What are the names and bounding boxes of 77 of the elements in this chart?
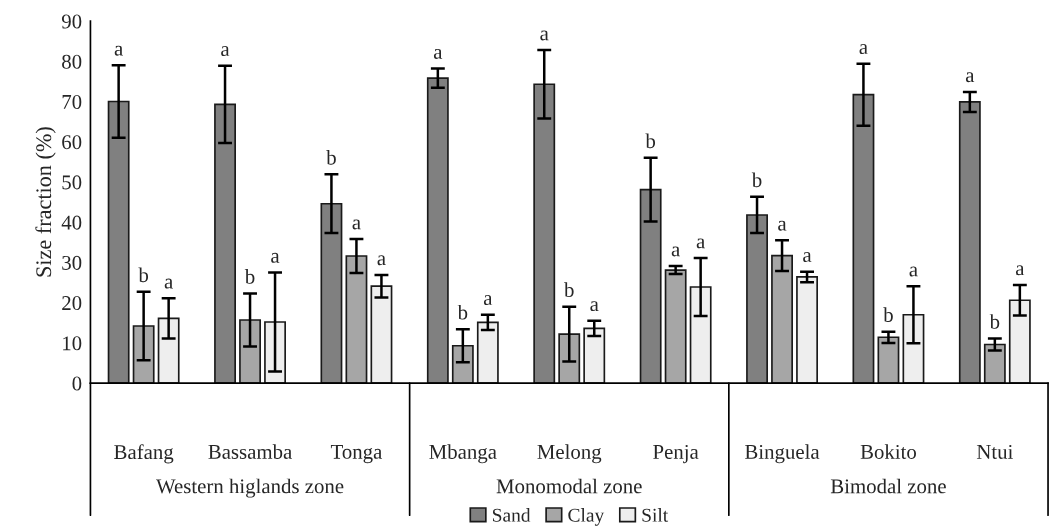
data-label: b xyxy=(564,282,574,298)
y-tick-label: 50 xyxy=(62,175,82,190)
bar xyxy=(345,255,368,384)
text: Western higlands zone xyxy=(156,478,344,498)
x-tick-label: Mbanga xyxy=(429,444,497,464)
bar xyxy=(157,317,180,384)
bar xyxy=(370,285,393,384)
x-tick-label: Bassamba xyxy=(208,444,292,459)
data-label: a xyxy=(803,252,812,263)
y-tick-label: 90 xyxy=(61,14,82,29)
text: Bimodal zone xyxy=(830,478,946,494)
y-tick-label: 30 xyxy=(62,255,82,270)
bar xyxy=(214,103,236,384)
bar xyxy=(639,188,662,384)
data-label: b xyxy=(457,304,468,320)
y-tick-label: 80 xyxy=(62,54,82,69)
data-label: a xyxy=(671,246,680,257)
bar xyxy=(746,214,768,384)
legend-label: Sand xyxy=(492,508,531,522)
text: Monomodal zone xyxy=(496,478,642,494)
bar xyxy=(689,286,712,384)
x-tick-label: Penja xyxy=(653,444,699,464)
data-label: a xyxy=(221,46,230,57)
data-label: b xyxy=(645,133,656,149)
bar xyxy=(958,101,981,384)
data-label: b xyxy=(989,314,1000,329)
data-label: a xyxy=(965,72,975,83)
data-label: a xyxy=(164,278,173,289)
data-label: b xyxy=(883,307,893,322)
bar xyxy=(533,83,556,384)
bar xyxy=(796,276,818,384)
data-label: a xyxy=(696,238,705,249)
bar xyxy=(664,269,687,384)
bar xyxy=(107,100,130,384)
bar xyxy=(983,343,1006,384)
bar xyxy=(852,93,875,384)
bar xyxy=(902,313,925,384)
data-label: a xyxy=(778,220,787,231)
x-tick-label: Binguela xyxy=(745,444,820,464)
data-label: a xyxy=(859,44,868,55)
data-label: a xyxy=(352,219,361,230)
bar xyxy=(1008,299,1031,384)
bar xyxy=(877,336,900,384)
data-label: a xyxy=(114,45,123,56)
bar xyxy=(476,321,499,384)
x-tick-label: Melong xyxy=(537,444,602,464)
data-label: a xyxy=(433,48,443,59)
bar xyxy=(583,327,606,384)
data-label: a xyxy=(483,295,493,306)
data-label: a xyxy=(540,30,549,41)
y-tick-label: 0 xyxy=(72,376,82,391)
data-label: b xyxy=(326,150,336,165)
x-tick-label: Tonga xyxy=(330,445,383,464)
bar xyxy=(771,254,793,384)
legend-label: Silt xyxy=(642,508,669,522)
y-tick-label: 20 xyxy=(62,296,82,311)
data-label: b xyxy=(138,267,149,283)
data-label: a xyxy=(271,252,280,263)
data-label: a xyxy=(377,255,386,266)
bar xyxy=(451,344,474,384)
bar xyxy=(239,319,261,384)
x-tick-label: Bokito xyxy=(860,444,917,459)
y-tick-label: 60 xyxy=(62,135,82,150)
data-label: b xyxy=(751,172,762,188)
y-tick-label: 10 xyxy=(63,336,82,351)
data-label: a xyxy=(909,266,918,277)
bar xyxy=(426,77,449,384)
data-label: a xyxy=(1015,265,1025,276)
data-label: a xyxy=(590,301,599,312)
x-tick-label: Ntui xyxy=(976,444,1013,459)
data-label: b xyxy=(244,269,255,284)
x-tick-label: Bafang xyxy=(114,444,174,464)
y-axis-title: Size fraction (%) xyxy=(35,127,56,277)
y-tick-label: 70 xyxy=(62,94,82,109)
y-tick-label: 40 xyxy=(61,215,82,230)
legend-label: Clay xyxy=(568,508,605,526)
bar xyxy=(320,202,343,384)
